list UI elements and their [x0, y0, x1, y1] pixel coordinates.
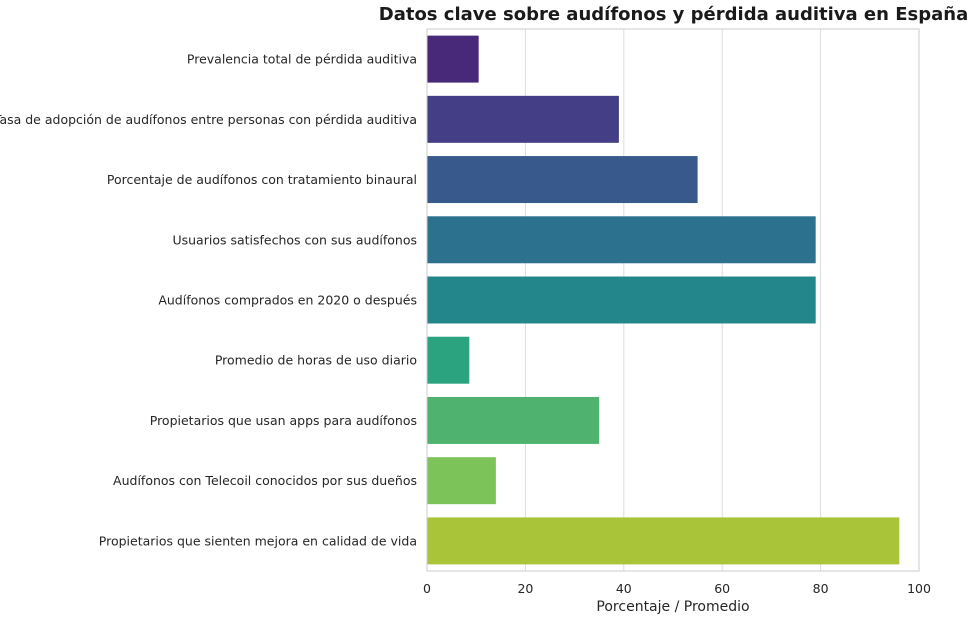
- y-tick-label: Porcentaje de audífonos con tratamiento …: [107, 172, 417, 187]
- y-tick-label: Usuarios satisfechos con sus audífonos: [172, 232, 417, 247]
- bar: [427, 216, 816, 264]
- y-tick-label: Audífonos comprados en 2020 o después: [158, 293, 417, 308]
- y-tick-label: Audífonos con Telecoil conocidos por sus…: [113, 473, 417, 488]
- x-axis-label: Porcentaje / Promedio: [596, 599, 749, 615]
- bar: [427, 276, 816, 324]
- y-tick-label: Propietarios que sienten mejora en calid…: [99, 533, 417, 548]
- bar: [427, 95, 619, 143]
- x-tick-label: 20: [517, 581, 533, 596]
- y-tick-label: Tasa de adopción de audífonos entre pers…: [0, 112, 417, 127]
- bar: [427, 35, 479, 83]
- y-tick-label: Promedio de horas de uso diario: [215, 353, 417, 368]
- bar: [427, 156, 698, 204]
- y-tick-label: Prevalencia total de pérdida auditiva: [187, 52, 417, 67]
- bar: [427, 396, 600, 444]
- x-tick-label: 60: [714, 581, 730, 596]
- x-tick-label: 100: [907, 581, 931, 596]
- bars: [427, 35, 900, 565]
- plot-frame: [426, 28, 920, 572]
- x-tick-label: 0: [423, 581, 431, 596]
- x-tick-labels: 0 20 40 60 80 100: [423, 581, 931, 596]
- x-tick-label: 80: [813, 581, 829, 596]
- x-tick-label: 40: [616, 581, 632, 596]
- bar: [427, 517, 900, 565]
- chart-title: Datos clave sobre audífonos y pérdida au…: [378, 4, 969, 25]
- y-tick-labels: Prevalencia total de pérdida auditiva Tas…: [0, 52, 417, 549]
- bar: [427, 336, 470, 384]
- y-tick-label: Propietarios que usan apps para audífono…: [150, 413, 417, 428]
- bar: [427, 457, 496, 505]
